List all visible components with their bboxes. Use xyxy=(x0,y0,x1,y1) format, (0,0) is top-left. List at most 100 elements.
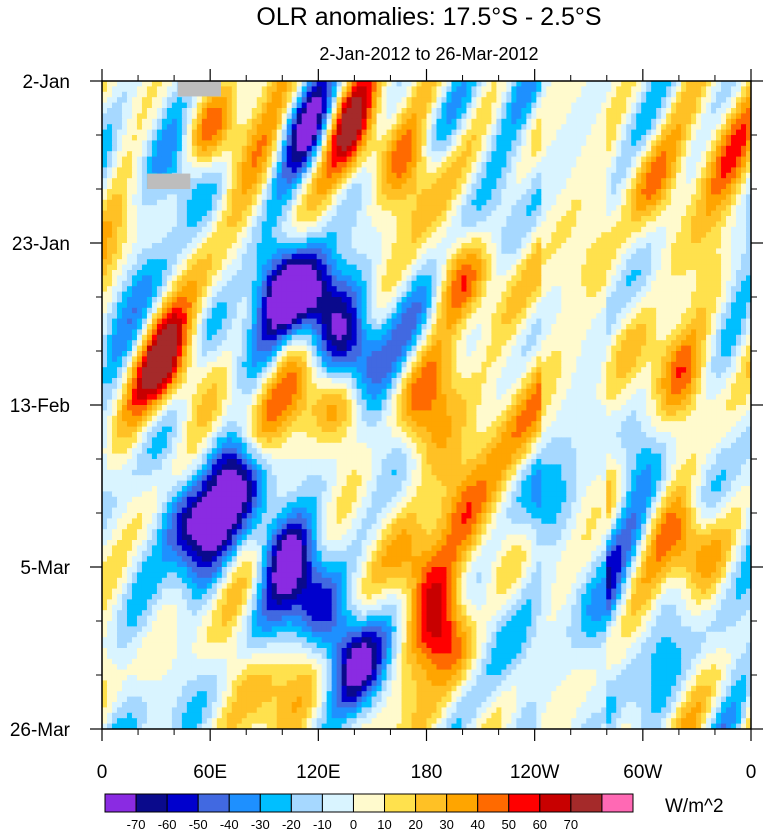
heatmap-cell xyxy=(376,275,383,282)
heatmap-cell xyxy=(396,280,403,287)
heatmap-cell xyxy=(596,172,602,179)
heatmap-cell xyxy=(186,118,193,125)
heatmap-cell xyxy=(581,140,587,147)
heatmap-cell xyxy=(566,172,572,179)
heatmap-cell xyxy=(596,145,602,152)
heatmap-cell xyxy=(661,135,667,141)
heatmap-cell xyxy=(581,226,587,233)
heatmap-cell xyxy=(626,102,632,109)
heatmap-cell xyxy=(616,226,622,233)
heatmap-cell xyxy=(531,178,537,185)
heatmap-cell xyxy=(286,259,293,266)
heatmap-cell xyxy=(686,264,692,271)
heatmap-cell xyxy=(366,210,373,217)
heatmap-cell xyxy=(151,108,158,114)
heatmap-cell xyxy=(741,275,747,282)
heatmap-cell xyxy=(416,270,423,276)
heatmap-cell xyxy=(741,243,747,249)
heatmap-cell xyxy=(581,216,587,222)
heatmap-cell xyxy=(686,162,692,168)
heatmap-cell xyxy=(661,243,667,249)
heatmap-cell xyxy=(426,194,433,201)
heatmap-cell xyxy=(406,86,413,93)
heatmap-cell xyxy=(146,253,153,260)
heatmap-cell xyxy=(226,232,233,239)
heatmap-cell xyxy=(596,275,602,282)
heatmap-cell xyxy=(596,124,602,131)
heatmap-cell xyxy=(741,221,747,228)
heatmap-cell xyxy=(121,145,128,152)
heatmap-cell xyxy=(706,97,712,104)
heatmap-cell xyxy=(181,226,188,233)
heatmap-cell xyxy=(506,118,512,125)
heatmap-cell xyxy=(196,97,203,104)
heatmap-cell xyxy=(356,178,363,185)
heatmap-cell xyxy=(216,280,223,287)
heatmap-cell xyxy=(111,216,118,222)
heatmap-cell xyxy=(571,216,577,222)
heatmap-cell xyxy=(536,259,542,266)
heatmap-cell xyxy=(306,118,313,125)
heatmap-cell xyxy=(121,270,128,276)
heatmap-cell xyxy=(376,102,383,109)
heatmap-cell xyxy=(271,194,278,201)
heatmap-cell xyxy=(321,259,328,266)
heatmap-cell xyxy=(556,243,562,249)
heatmap-cell xyxy=(506,145,512,152)
heatmap-cell xyxy=(466,113,473,120)
heatmap-cell xyxy=(331,248,338,255)
heatmap-cell xyxy=(676,91,682,98)
heatmap-cell xyxy=(216,124,223,131)
heatmap-cell xyxy=(471,81,478,87)
heatmap-cell xyxy=(491,248,497,255)
heatmap-cell xyxy=(126,205,133,212)
heatmap-cell xyxy=(571,81,577,87)
heatmap-cell xyxy=(466,108,473,114)
heatmap-cell xyxy=(121,81,128,87)
heatmap-cell xyxy=(661,91,667,98)
heatmap-cell xyxy=(151,253,158,260)
heatmap-cell xyxy=(146,205,153,212)
heatmap-cell xyxy=(291,280,298,287)
heatmap-cell xyxy=(501,243,507,249)
heatmap-cell xyxy=(656,210,662,217)
heatmap-cell xyxy=(102,216,108,222)
heatmap-cell xyxy=(696,275,702,282)
heatmap-cell xyxy=(451,280,458,287)
heatmap-cell xyxy=(646,145,652,152)
heatmap-cell xyxy=(421,205,428,212)
heatmap-cell xyxy=(396,248,403,255)
heatmap-cell xyxy=(331,102,338,109)
heatmap-cell xyxy=(356,145,363,152)
heatmap-cell xyxy=(626,113,632,120)
heatmap-cell xyxy=(296,286,303,293)
heatmap-cell xyxy=(551,178,557,185)
heatmap-cell xyxy=(416,129,423,136)
heatmap-cell xyxy=(361,113,368,120)
heatmap-cell xyxy=(676,81,682,87)
heatmap-cell xyxy=(691,275,697,282)
heatmap-cell xyxy=(376,189,383,195)
heatmap-cell xyxy=(221,216,228,222)
heatmap-cell xyxy=(536,102,542,109)
heatmap-cell xyxy=(506,86,512,93)
heatmap-cell xyxy=(631,124,637,131)
heatmap-cell xyxy=(151,194,158,201)
heatmap-cell xyxy=(481,183,488,190)
heatmap-cell xyxy=(411,199,418,206)
heatmap-cell xyxy=(671,113,677,120)
heatmap-cell xyxy=(496,199,502,206)
heatmap-cell xyxy=(386,243,393,249)
heatmap-cell xyxy=(256,248,263,255)
heatmap-cell xyxy=(286,108,293,114)
heatmap-cell xyxy=(531,221,537,228)
heatmap-cell xyxy=(461,86,468,93)
heatmap-cell xyxy=(391,199,398,206)
heatmap-cell xyxy=(102,189,108,195)
heatmap-cell xyxy=(476,264,483,271)
heatmap-cell xyxy=(291,275,298,282)
heatmap-cell xyxy=(496,232,502,239)
heatmap-cell xyxy=(471,151,478,158)
heatmap-cell xyxy=(626,264,632,271)
heatmap-cell xyxy=(531,210,537,217)
